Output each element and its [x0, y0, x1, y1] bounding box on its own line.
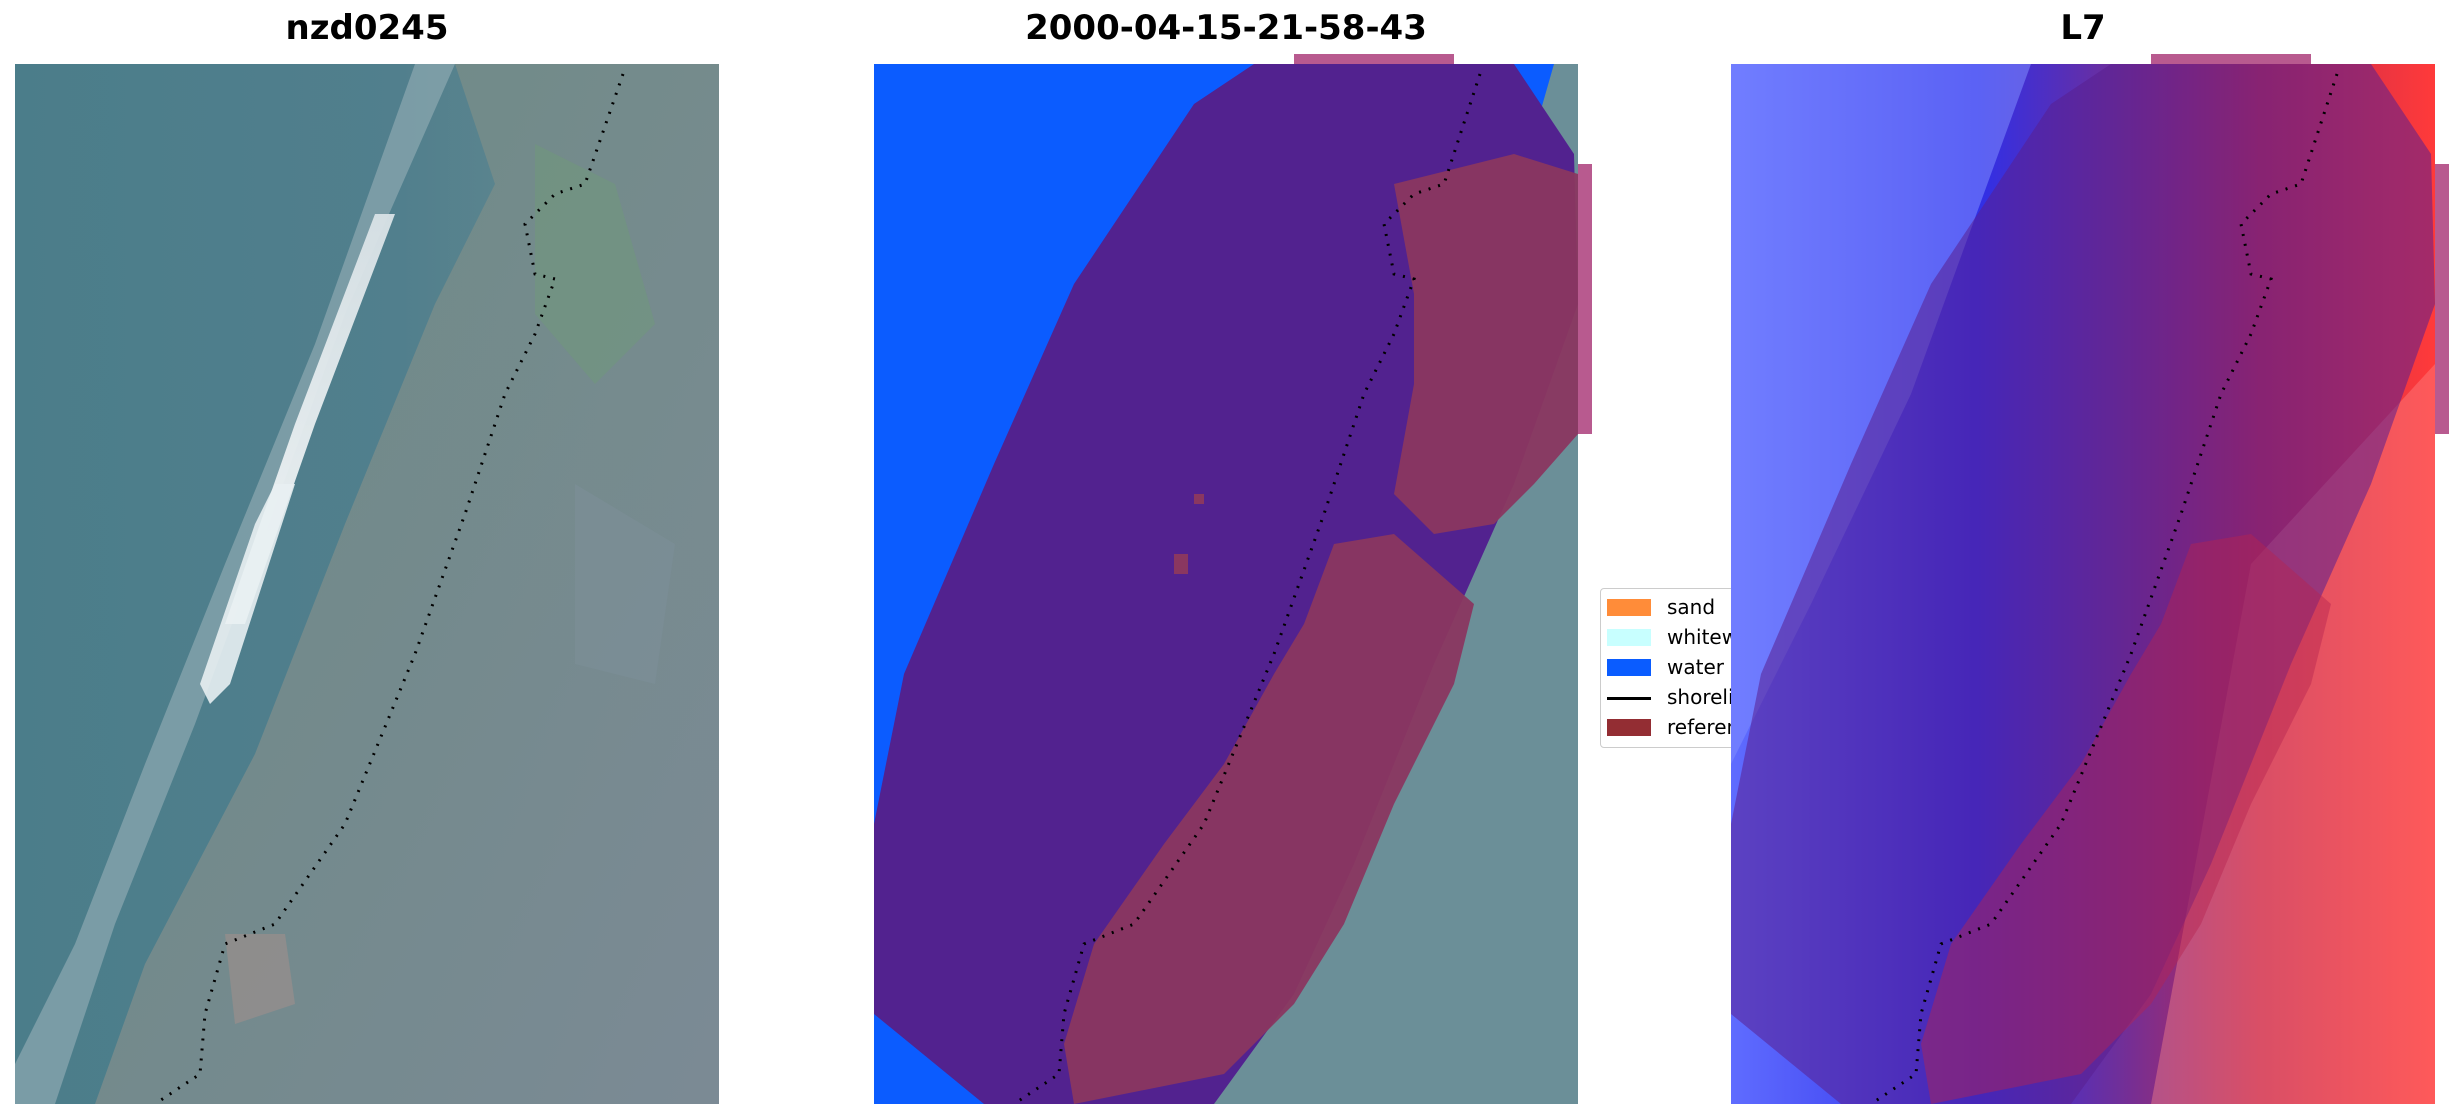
- index-panel: [1731, 54, 2449, 1106]
- legend-swatch-sand: [1607, 599, 1651, 616]
- legend-item-water: water: [1601, 653, 1741, 681]
- legend-line-shoreline: [1607, 697, 1651, 700]
- legend-label-reference: reference: [1667, 715, 1741, 739]
- legend-item-whitewater: whitewater: [1601, 623, 1741, 651]
- shoreline-dots: [1870, 73, 2339, 1106]
- shoreline-dots: [154, 73, 625, 1104]
- panel-title-rgb: nzd0245: [285, 8, 449, 48]
- rgb-image: [15, 64, 719, 1104]
- classification-panel: [874, 54, 1592, 1106]
- index-image: [1731, 54, 2449, 1106]
- legend-item-sand: sand: [1601, 593, 1741, 621]
- legend-swatch-reference: [1607, 719, 1651, 736]
- legend-item-shoreline: shoreline: [1601, 683, 1741, 711]
- legend: sand whitewater water shoreline referenc…: [1600, 588, 1742, 748]
- shoreline-dots: [1013, 73, 1482, 1106]
- legend-item-reference: reference: [1601, 713, 1741, 741]
- legend-label-shoreline: shoreline: [1667, 685, 1741, 709]
- legend-swatch-water: [1607, 659, 1651, 676]
- classification-image: [874, 54, 1592, 1106]
- legend-label-water: water: [1667, 655, 1724, 679]
- legend-label-whitewater: whitewater: [1667, 625, 1741, 649]
- rgb-image-panel: [15, 64, 719, 1104]
- legend-label-sand: sand: [1667, 595, 1716, 619]
- panel-title-index: L7: [2060, 8, 2106, 48]
- panel-title-classification: 2000-04-15-21-58-43: [1025, 8, 1427, 48]
- legend-swatch-whitewater: [1607, 629, 1651, 646]
